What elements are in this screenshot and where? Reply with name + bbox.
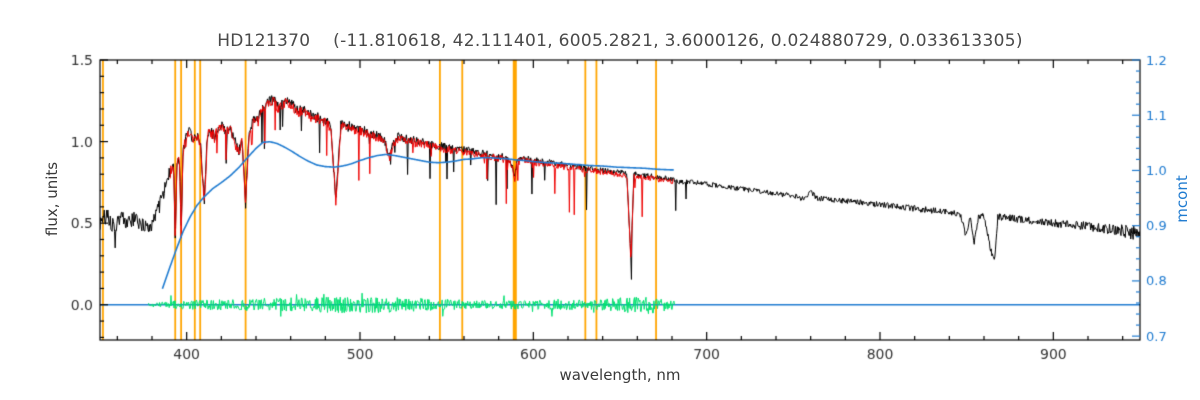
y-axis-label-left: flux, units: [43, 161, 61, 237]
plot-title: HD121370 (-11.810618, 42.111401, 6005.28…: [217, 31, 1023, 51]
y-axis-label-right: mcont: [1173, 175, 1191, 223]
x-axis-label: wavelength, nm: [559, 366, 681, 384]
